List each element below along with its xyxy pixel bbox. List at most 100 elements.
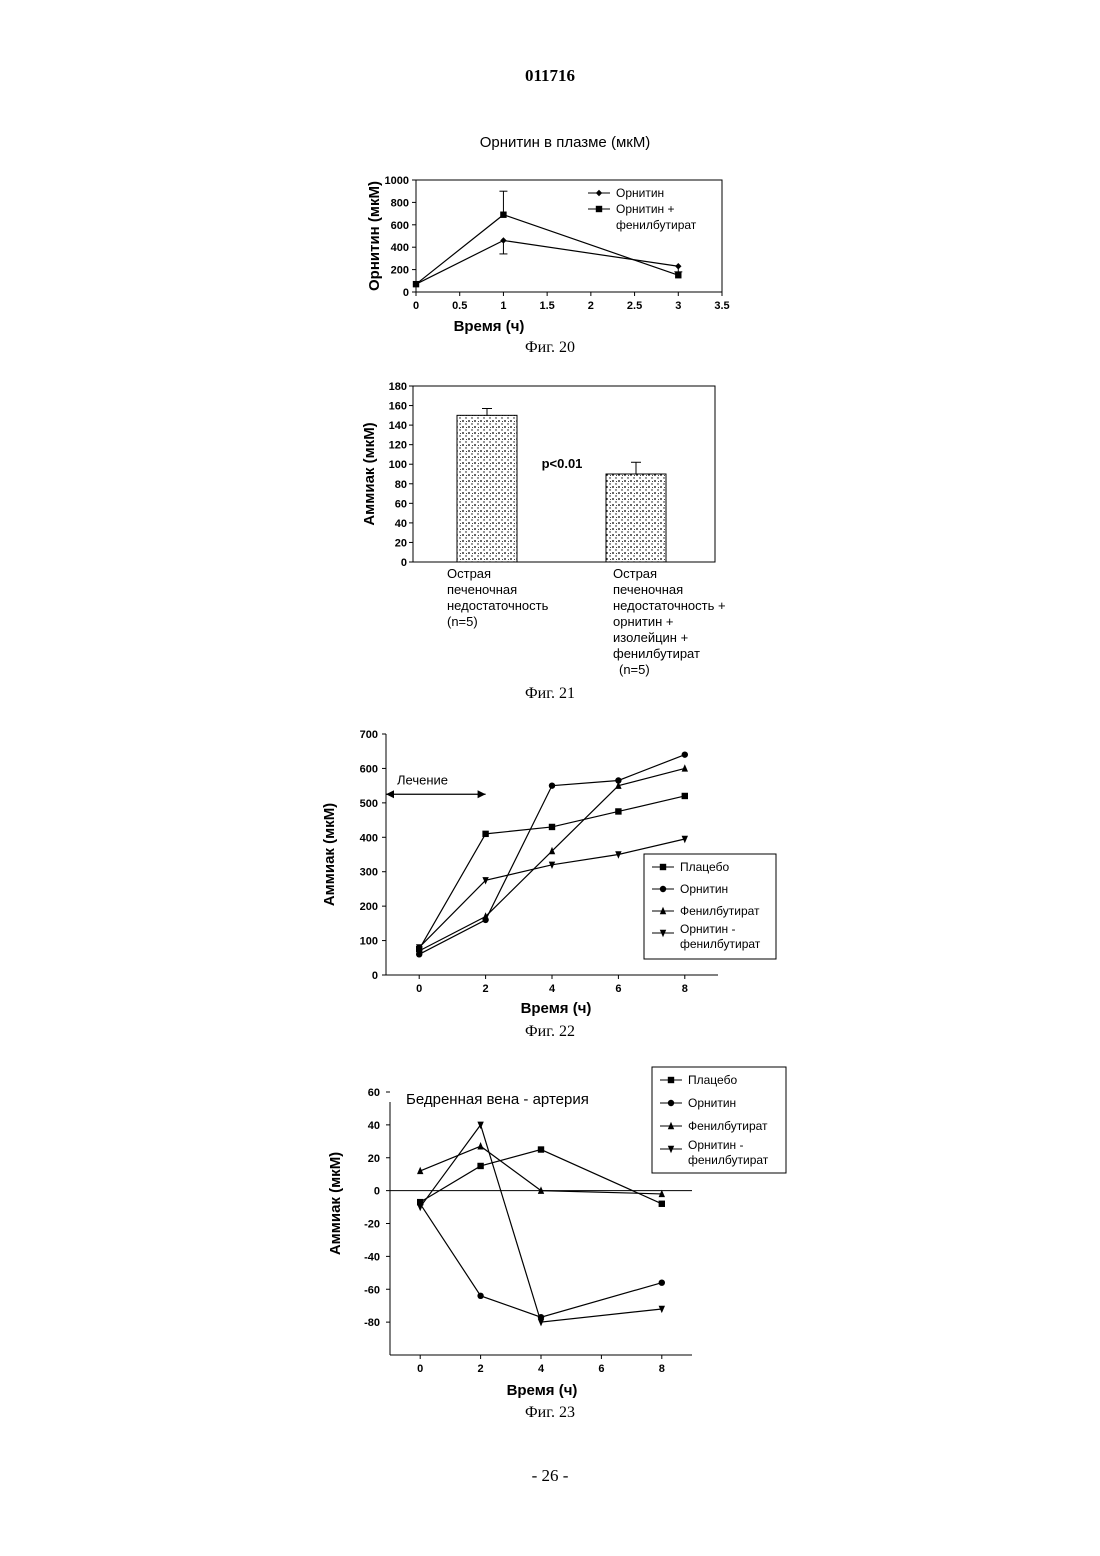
x-tick-label: 4: [538, 1363, 545, 1375]
category-label: изолейцин +: [613, 630, 688, 645]
legend-marker: [660, 886, 666, 892]
y-tick-label: 60: [368, 1087, 380, 1099]
data-point: [549, 824, 555, 830]
y-tick-label: 700: [360, 729, 378, 741]
chart-title: Орнитин в плазме (мкМ): [480, 134, 651, 151]
y-tick-label: -60: [364, 1284, 380, 1296]
category-label: недостаточность +: [613, 598, 726, 613]
x-tick-label: 2: [483, 983, 489, 995]
y-tick-label: 0: [372, 970, 378, 982]
y-tick-label: 140: [389, 420, 407, 432]
category-label: фенилбутират: [613, 646, 700, 661]
x-tick-label: 8: [682, 983, 688, 995]
data-point: [682, 793, 688, 799]
x-tick-label: 0: [417, 1363, 423, 1375]
figure-22-chart: 010020030040050060070002468Время (ч)Амми…: [310, 720, 790, 1025]
y-tick-label: 120: [389, 440, 407, 452]
y-tick-label: 160: [389, 401, 407, 413]
treatment-arrowhead-right: [478, 790, 486, 798]
x-axis-label: Время (ч): [454, 318, 525, 335]
y-axis-label: Аммиак (мкМ): [327, 1152, 344, 1255]
page-number: - 26 -: [0, 1466, 1100, 1486]
legend-label: Орнитин: [616, 186, 664, 200]
figure-23-caption: Фиг. 23: [0, 1404, 1100, 1422]
y-tick-label: -20: [364, 1219, 380, 1231]
data-point: [482, 831, 488, 837]
y-tick-label: -40: [364, 1251, 380, 1263]
x-tick-label: 4: [549, 983, 556, 995]
x-tick-label: 2.5: [627, 300, 642, 312]
data-point: [682, 751, 688, 757]
y-tick-label: 40: [368, 1120, 380, 1132]
y-tick-label: 100: [389, 459, 407, 471]
category-label: недостаточность: [447, 598, 549, 613]
category-label: Острая: [613, 566, 657, 581]
legend-label: Орнитин: [680, 882, 728, 896]
series-line: [420, 1204, 662, 1317]
y-axis-label: Аммиак (мкМ): [321, 803, 338, 906]
legend-label: Плацебо: [688, 1073, 737, 1087]
category-label: (n=5): [447, 614, 478, 629]
y-tick-label: -80: [364, 1317, 380, 1329]
x-tick-label: 2: [588, 300, 594, 312]
data-point: [615, 808, 621, 814]
y-tick-label: 180: [389, 381, 407, 393]
y-tick-label: 0: [403, 287, 409, 299]
x-tick-label: 0.5: [452, 300, 467, 312]
category-label: (n=5): [619, 662, 650, 677]
category-label: орнитин +: [613, 614, 674, 629]
y-tick-label: 40: [395, 518, 407, 530]
figure-23-chart: -80-60-40-20020406002468Время (ч)Аммиак …: [310, 1062, 800, 1405]
legend-label: Фенилбутират: [680, 904, 760, 918]
data-point: [675, 263, 681, 269]
legend-marker: [596, 206, 602, 212]
category-label: Острая: [447, 566, 491, 581]
x-tick-label: 0: [416, 983, 422, 995]
data-point: [549, 847, 555, 854]
y-axis-label: Аммиак (мкМ): [361, 422, 378, 525]
legend-marker: [668, 1077, 674, 1083]
data-point: [477, 1142, 483, 1149]
y-tick-label: 20: [368, 1153, 380, 1165]
x-tick-label: 1: [500, 300, 506, 312]
data-point: [500, 212, 506, 218]
y-tick-label: 800: [391, 197, 409, 209]
treatment-label: Лечение: [397, 772, 448, 787]
y-tick-label: 20: [395, 537, 407, 549]
legend-marker: [660, 864, 666, 870]
legend-label: фенилбутират: [680, 937, 761, 951]
x-tick-label: 1.5: [539, 300, 554, 312]
y-tick-label: 60: [395, 498, 407, 510]
y-tick-label: 500: [360, 798, 378, 810]
x-axis-label: Время (ч): [521, 1000, 592, 1017]
y-tick-label: 400: [360, 832, 378, 844]
y-tick-label: 600: [360, 763, 378, 775]
data-point: [659, 1201, 665, 1207]
legend-label: фенилбутират: [688, 1153, 769, 1167]
legend-label: Орнитин -: [680, 922, 736, 936]
y-tick-label: 400: [391, 242, 409, 254]
y-tick-label: 0: [401, 557, 407, 569]
data-point: [549, 782, 555, 788]
figure-22-caption: Фиг. 22: [0, 1023, 1100, 1041]
legend-label: Плацебо: [680, 860, 729, 874]
series-line: [416, 240, 678, 284]
x-tick-label: 6: [598, 1363, 604, 1375]
legend-label: Орнитин -: [688, 1138, 744, 1152]
figure-20-chart: Орнитин в плазме (мкМ)020040060080010000…: [330, 125, 770, 345]
data-point: [500, 237, 506, 243]
data-point: [477, 1293, 483, 1299]
y-axis-label: Орнитин (мкМ): [366, 181, 383, 291]
chart-title: Бедренная вена - артерия: [406, 1091, 589, 1108]
data-point: [659, 1279, 665, 1285]
data-point: [413, 281, 419, 287]
x-tick-label: 0: [413, 300, 419, 312]
category-label: печеночная: [613, 582, 683, 597]
y-tick-label: 200: [391, 265, 409, 277]
figure-21-chart: 0 20 40 60 80 100 120 140 160 180 Аммиак (мкМ) p<0.…: [330, 372, 790, 688]
legend-label: фенилбутират: [616, 218, 697, 232]
y-tick-label: 600: [391, 220, 409, 232]
y-tick-label: 80: [395, 479, 407, 491]
x-tick-label: 8: [659, 1363, 665, 1375]
p-value-annotation: p<0.01: [542, 456, 583, 471]
